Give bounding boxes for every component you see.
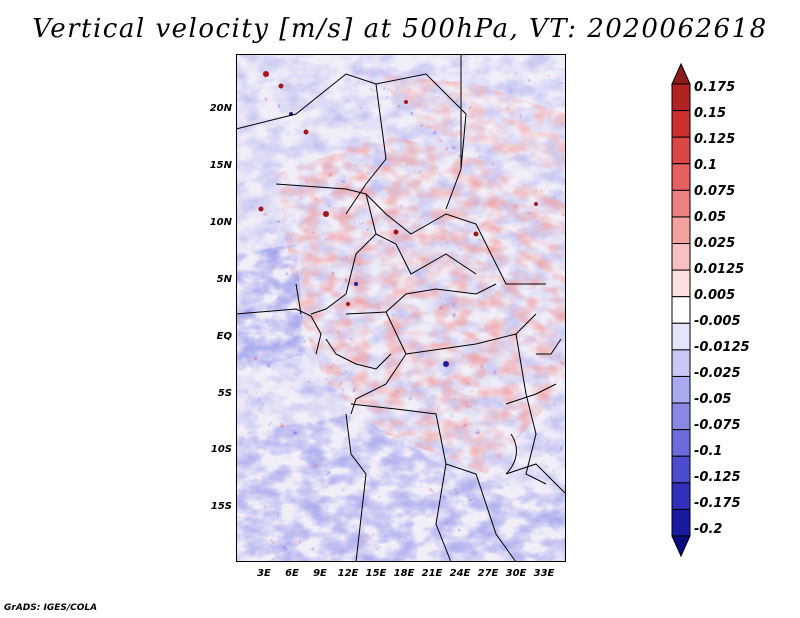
- lon-label-24e: 24E: [449, 568, 471, 579]
- colorbar-label: -0.075: [694, 418, 741, 433]
- colorbar-label: 0.005: [694, 288, 736, 303]
- colorbar-label: -0.125: [694, 470, 741, 485]
- colorbar-label: -0.05: [694, 392, 732, 407]
- lon-label-12e: 12E: [337, 568, 359, 579]
- colorbar-label: 0.075: [694, 184, 736, 199]
- lon-label-3e: 3E: [257, 568, 271, 579]
- colorbar-label: 0.05: [694, 210, 727, 225]
- colorbar-bin: [671, 482, 691, 510]
- lat-label-5n: 5N: [216, 274, 232, 285]
- colorbar-bin: [671, 455, 691, 484]
- lat-label-10s: 10S: [210, 444, 232, 455]
- colorbar-label: -0.025: [694, 366, 741, 381]
- lon-label-9e: 9E: [313, 568, 327, 579]
- lon-label-15e: 15E: [365, 568, 387, 579]
- map-panel[interactable]: [235, 54, 579, 569]
- colorbar-label: -0.2: [694, 522, 723, 537]
- lon-label-18e: 18E: [393, 568, 415, 579]
- colorbar-label: -0.005: [694, 314, 741, 329]
- lon-label-6e: 6E: [285, 568, 299, 579]
- colorbar-label: -0.1: [694, 444, 723, 459]
- colorbar-bin: [671, 136, 691, 165]
- colorbar-bin: [671, 375, 691, 404]
- colorbar-bin: [671, 216, 691, 245]
- colorbar-label: -0.0125: [694, 340, 750, 355]
- lat-label-15n: 15N: [209, 160, 232, 171]
- chart-title: Vertical velocity [m/s] at 500hPa, VT: 2…: [32, 14, 768, 44]
- country-boundaries: [235, 54, 567, 563]
- colorbar-label: 0.15: [694, 106, 727, 121]
- lat-label-15s: 15S: [210, 501, 232, 512]
- colorbar: [670, 62, 692, 558]
- colorbar-bottom-arrow: [671, 535, 691, 558]
- lon-label-27e: 27E: [477, 568, 499, 579]
- lat-label-eq: EQ: [216, 331, 232, 342]
- colorbar-label: -0.175: [694, 496, 741, 511]
- colorbar-bin: [671, 429, 691, 457]
- colorbar-bin: [671, 269, 691, 298]
- colorbar-label: 0.025: [694, 236, 736, 251]
- convective-cells: [258, 71, 538, 306]
- colorbar-label: 0.125: [694, 132, 736, 147]
- lon-label-33e: 33E: [533, 568, 555, 579]
- lat-label-5s: 5S: [217, 388, 232, 399]
- colorbar-bin: [671, 402, 691, 431]
- lat-label-20n: 20N: [209, 103, 232, 114]
- colorbar-label: 0.1: [694, 158, 718, 173]
- colorbar-label: 0.175: [694, 80, 736, 95]
- colorbar-swatches: [671, 62, 691, 558]
- grads-credit: GrADS: IGES/COLA: [4, 603, 98, 613]
- lon-label-30e: 30E: [505, 568, 527, 579]
- colorbar-bins: [671, 83, 691, 537]
- colorbar-top-arrow: [671, 62, 691, 85]
- colorbar-bin: [671, 189, 691, 218]
- colorbar-bin: [671, 349, 691, 377]
- lat-label-10n: 10N: [209, 217, 232, 228]
- vertical-velocity-field: [236, 54, 579, 569]
- colorbar-label: 0.0125: [694, 262, 745, 277]
- colorbar-bin: [671, 322, 691, 351]
- colorbar-bin: [671, 508, 691, 537]
- vertical-velocity-map: [235, 54, 579, 569]
- colorbar-bin: [671, 163, 691, 191]
- colorbar-bin: [671, 110, 691, 138]
- colorbar-bin: [671, 296, 691, 324]
- map-frame: [236, 54, 566, 562]
- colorbar-bin: [671, 83, 691, 112]
- colorbar-bin: [671, 243, 691, 271]
- lon-label-21e: 21E: [421, 568, 443, 579]
